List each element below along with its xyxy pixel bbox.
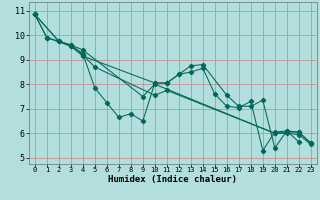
X-axis label: Humidex (Indice chaleur): Humidex (Indice chaleur) xyxy=(108,175,237,184)
